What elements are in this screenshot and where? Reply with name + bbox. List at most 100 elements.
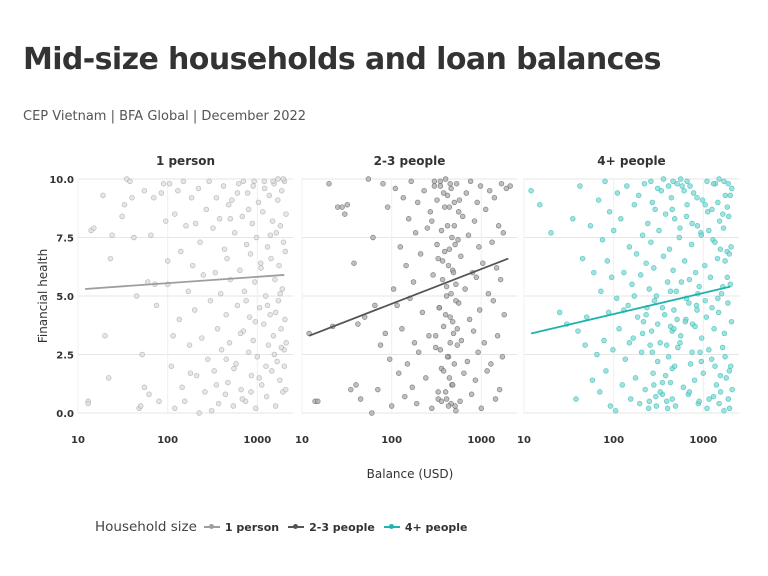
point-1-person-170 [231, 365, 237, 372]
point-4-plus-people-118 [704, 209, 711, 215]
point-1-person-149 [240, 178, 247, 185]
point-4-plus-people-178 [683, 213, 690, 220]
point-4-plus-people-120 [707, 274, 714, 281]
point-2-3-people-146 [439, 276, 446, 283]
point-2-3-people-134 [446, 204, 453, 210]
point-2-3-people-18 [372, 302, 378, 309]
point-1-person-118 [266, 192, 273, 199]
point-1-person-110 [258, 382, 265, 388]
point-2-3-people-121 [497, 276, 504, 283]
point-2-3-people-143 [435, 255, 441, 262]
point-4-plus-people-20 [601, 337, 607, 344]
point-4-plus-people-89 [672, 403, 679, 409]
point-1-person-72 [218, 347, 225, 353]
point-4-plus-people-117 [703, 314, 710, 320]
point-1-person-127 [273, 230, 280, 236]
point-1-person-39 [176, 316, 183, 323]
point-4-plus-people-53 [640, 318, 647, 325]
point-4-plus-people-193 [694, 307, 700, 313]
point-4-plus-people-36 [621, 269, 627, 276]
point-4-plus-people-70 [653, 293, 660, 299]
point-1-person-132 [277, 377, 283, 383]
point-2-3-people-56 [432, 344, 439, 351]
point-1-person-82 [229, 197, 235, 203]
legend-key-1-person [203, 521, 221, 533]
point-4-plus-people-68 [652, 206, 658, 213]
point-4-plus-people-181 [689, 220, 695, 227]
point-4-plus-people-156 [648, 178, 654, 185]
point-2-3-people-141 [452, 241, 458, 248]
point-1-person-68 [214, 326, 221, 332]
x-tick-label-2-3-people-1: 100 [381, 435, 402, 446]
point-2-3-people-45 [415, 349, 422, 355]
point-4-plus-people-71 [654, 358, 661, 365]
point-4-plus-people-130 [718, 290, 725, 297]
point-2-3-people-165 [453, 407, 459, 414]
point-4-plus-people-197 [689, 349, 695, 355]
point-1-person-154 [245, 206, 252, 213]
legend-label-2-3-people: 2-3 people [309, 520, 375, 534]
point-1-person-74 [221, 246, 228, 252]
point-4-plus-people-153 [662, 372, 669, 379]
point-4-plus-people-52 [639, 232, 646, 238]
point-1-person-49 [189, 262, 196, 269]
point-1-person-121 [269, 368, 275, 374]
point-1-person-157 [272, 309, 279, 316]
point-2-3-people-147 [443, 283, 450, 290]
chart-title: Mid-size households and loan balances [23, 42, 661, 77]
point-4-plus-people-173 [720, 211, 726, 217]
point-2-3-people-63 [440, 323, 447, 330]
point-2-3-people-41 [411, 340, 418, 346]
point-2-3-people-20 [377, 342, 384, 348]
point-1-person-71 [217, 290, 224, 297]
point-4-plus-people-75 [659, 379, 666, 386]
point-1-person-59 [203, 206, 210, 213]
point-2-3-people-156 [437, 347, 444, 353]
point-4-plus-people-158 [660, 176, 667, 182]
point-4-plus-people-166 [704, 178, 710, 185]
point-4-plus-people-171 [727, 192, 734, 199]
point-1-person-122 [269, 218, 276, 224]
point-4-plus-people-78 [662, 211, 669, 217]
point-1-person-80 [226, 340, 233, 346]
point-2-3-people-78 [453, 180, 460, 187]
point-2-3-people-31 [399, 326, 405, 332]
point-2-3-people-98 [472, 377, 479, 383]
point-1-person-119 [267, 311, 273, 318]
point-1-person-20 [141, 384, 148, 391]
x-tick-label-2-3-people-2: 1000 [467, 435, 495, 446]
point-2-3-people-7 [342, 211, 348, 217]
point-4-plus-people-111 [697, 349, 703, 355]
point-2-3-people-91 [465, 232, 472, 238]
point-2-3-people-89 [463, 190, 470, 196]
point-2-3-people-97 [471, 218, 478, 224]
point-4-plus-people-55 [642, 386, 648, 393]
point-1-person-57 [200, 272, 207, 278]
point-2-3-people-128 [431, 178, 438, 185]
point-2-3-people-157 [444, 354, 451, 360]
point-2-3-people-43 [413, 400, 420, 407]
point-1-person-113 [261, 185, 268, 192]
point-2-3-people-28 [394, 302, 400, 309]
point-1-person-14 [131, 234, 137, 241]
point-4-plus-people-223 [678, 279, 685, 285]
point-1-person-64 [210, 225, 216, 231]
point-2-3-people-82 [456, 197, 463, 203]
panel-title-2-3-people: 2-3 people [374, 154, 446, 168]
point-4-plus-people-164 [684, 178, 690, 185]
point-4-plus-people-54 [641, 180, 648, 187]
point-1-person-105 [253, 234, 260, 241]
point-4-plus-people-72 [656, 227, 662, 234]
point-4-plus-people-219 [663, 342, 670, 348]
point-1-person-134 [278, 326, 284, 332]
point-4-plus-people-209 [721, 407, 727, 414]
point-1-person-36 [172, 211, 178, 217]
point-4-plus-people-123 [711, 326, 717, 332]
point-1-person-163 [281, 363, 288, 369]
point-4-plus-people-157 [654, 185, 661, 192]
point-2-3-people-84 [458, 253, 464, 259]
point-4-plus-people-201 [717, 372, 724, 379]
point-2-3-people-99 [473, 274, 480, 281]
point-4-plus-people-125 [713, 382, 720, 388]
point-4-plus-people-108 [694, 223, 701, 229]
